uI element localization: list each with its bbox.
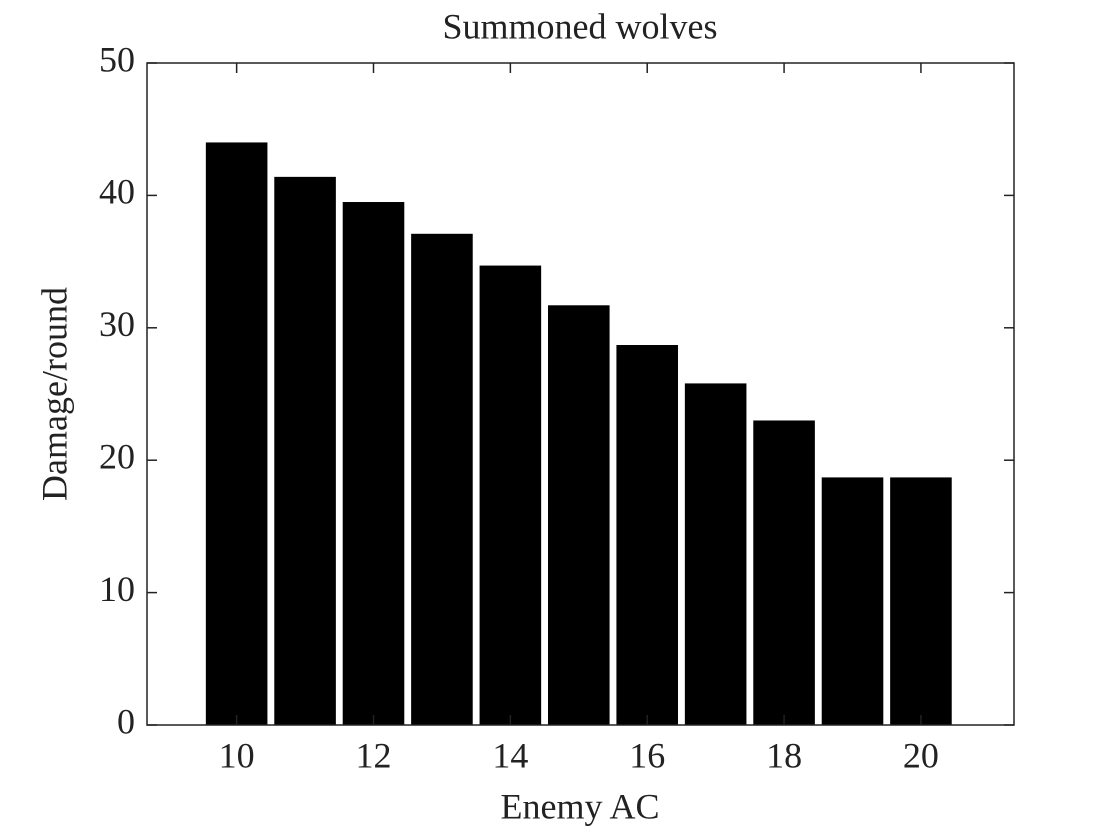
- bar: [205, 142, 268, 725]
- y-tick-label: 20: [99, 436, 135, 476]
- x-tick-label: 10: [219, 735, 255, 775]
- x-tick-label: 14: [492, 735, 528, 775]
- bar: [274, 176, 336, 725]
- chart-title: Summoned wolves: [443, 6, 718, 46]
- bar: [479, 265, 542, 725]
- y-axis-label: Damage/round: [34, 287, 74, 501]
- y-tick-label: 0: [117, 701, 135, 741]
- y-tick-label: 10: [99, 569, 135, 609]
- y-tick-label: 50: [99, 39, 135, 79]
- x-tick-label: 12: [356, 735, 392, 775]
- x-tick-label: 16: [629, 735, 665, 775]
- x-tick-label: 20: [903, 735, 939, 775]
- bar: [547, 305, 610, 725]
- x-tick-label: 18: [766, 735, 802, 775]
- x-axis-label: Enemy AC: [501, 786, 660, 826]
- bar: [821, 477, 884, 725]
- bar: [684, 383, 747, 725]
- y-tick-label: 40: [99, 172, 135, 212]
- bar: [342, 202, 405, 725]
- bar: [616, 345, 679, 725]
- y-tick-label: 30: [99, 304, 135, 344]
- bar: [411, 233, 473, 725]
- bar: [753, 420, 815, 725]
- axes-box: [146, 62, 1015, 726]
- bar: [890, 477, 952, 725]
